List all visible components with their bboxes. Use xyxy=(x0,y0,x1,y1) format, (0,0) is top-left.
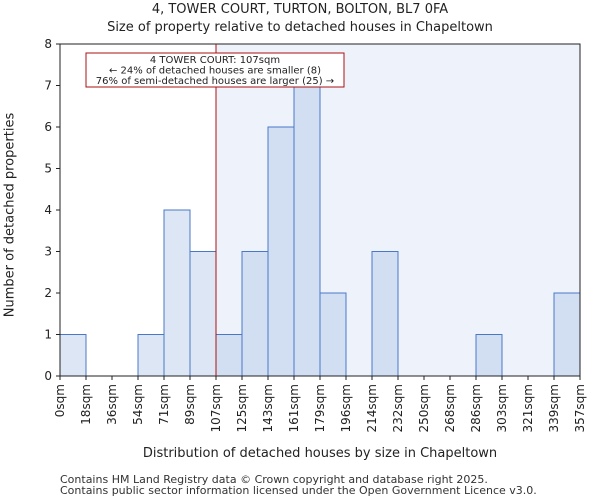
annotation-box xyxy=(85,52,345,88)
y-tick-label: 3 xyxy=(44,245,52,259)
bar-179sqm xyxy=(319,292,347,377)
x-tick-label: 357sqm xyxy=(573,384,587,432)
bar-71sqm xyxy=(163,209,191,377)
x-tick-label: 250sqm xyxy=(417,384,431,432)
x-tick-label: 286sqm xyxy=(469,384,483,432)
x-tick-label: 232sqm xyxy=(391,384,405,432)
x-tick-label: 196sqm xyxy=(339,384,353,432)
footer-copyright: Contains HM Land Registry data © Crown c… xyxy=(60,473,488,486)
bar-286sqm xyxy=(475,334,503,377)
bar-161sqm xyxy=(293,85,321,377)
x-tick-label: 107sqm xyxy=(209,384,223,432)
x-tick-label: 339sqm xyxy=(547,384,561,432)
y-tick-label: 8 xyxy=(44,37,52,51)
y-tick-label: 5 xyxy=(44,162,52,176)
y-axis-label: Number of detached properties xyxy=(2,112,18,318)
x-tick-label: 36sqm xyxy=(105,384,119,425)
x-axis-label: Distribution of detached houses by size … xyxy=(142,446,498,461)
chart-title: 4, TOWER COURT, TURTON, BOLTON, BL7 0FA xyxy=(151,2,449,17)
bar-214sqm xyxy=(371,251,399,377)
y-tick-label: 7 xyxy=(44,79,52,93)
x-tick-label: 125sqm xyxy=(235,384,249,432)
x-tick-label: 89sqm xyxy=(183,384,197,425)
y-tick-label: 4 xyxy=(44,203,52,217)
x-tick-label: 54sqm xyxy=(131,384,145,425)
x-tick-label: 179sqm xyxy=(313,384,327,432)
bar-125sqm xyxy=(241,251,269,377)
annotation-line-3: 76% of semi-detached houses are larger (… xyxy=(96,76,334,87)
annotation-line-2: ← 24% of detached houses are smaller (8) xyxy=(109,66,321,77)
x-tick-label: 143sqm xyxy=(261,384,275,432)
y-tick-label: 1 xyxy=(44,328,52,342)
x-tick-label: 71sqm xyxy=(157,384,171,425)
bar-339sqm xyxy=(553,292,581,377)
footer-licence: Contains public sector information licen… xyxy=(60,484,537,497)
x-tick-label: 0sqm xyxy=(53,384,67,417)
annotation-line-1: 4 TOWER COURT: 107sqm xyxy=(150,55,280,66)
x-tick-label: 268sqm xyxy=(443,384,457,432)
bar-143sqm xyxy=(267,126,295,377)
chart-subtitle: Size of property relative to detached ho… xyxy=(107,20,493,35)
bar-54sqm xyxy=(137,334,165,377)
y-tick-label: 2 xyxy=(44,286,52,300)
x-tick-label: 321sqm xyxy=(521,384,535,432)
x-tick-label: 214sqm xyxy=(365,384,379,432)
x-tick-label: 161sqm xyxy=(287,384,301,432)
bar-0sqm xyxy=(59,334,87,377)
x-tick-label: 18sqm xyxy=(79,384,93,425)
y-tick-label: 0 xyxy=(44,369,52,383)
y-tick-label: 6 xyxy=(44,120,52,134)
bar-107sqm xyxy=(215,334,243,377)
x-tick-label: 303sqm xyxy=(495,384,509,432)
bar-89sqm xyxy=(189,251,217,377)
